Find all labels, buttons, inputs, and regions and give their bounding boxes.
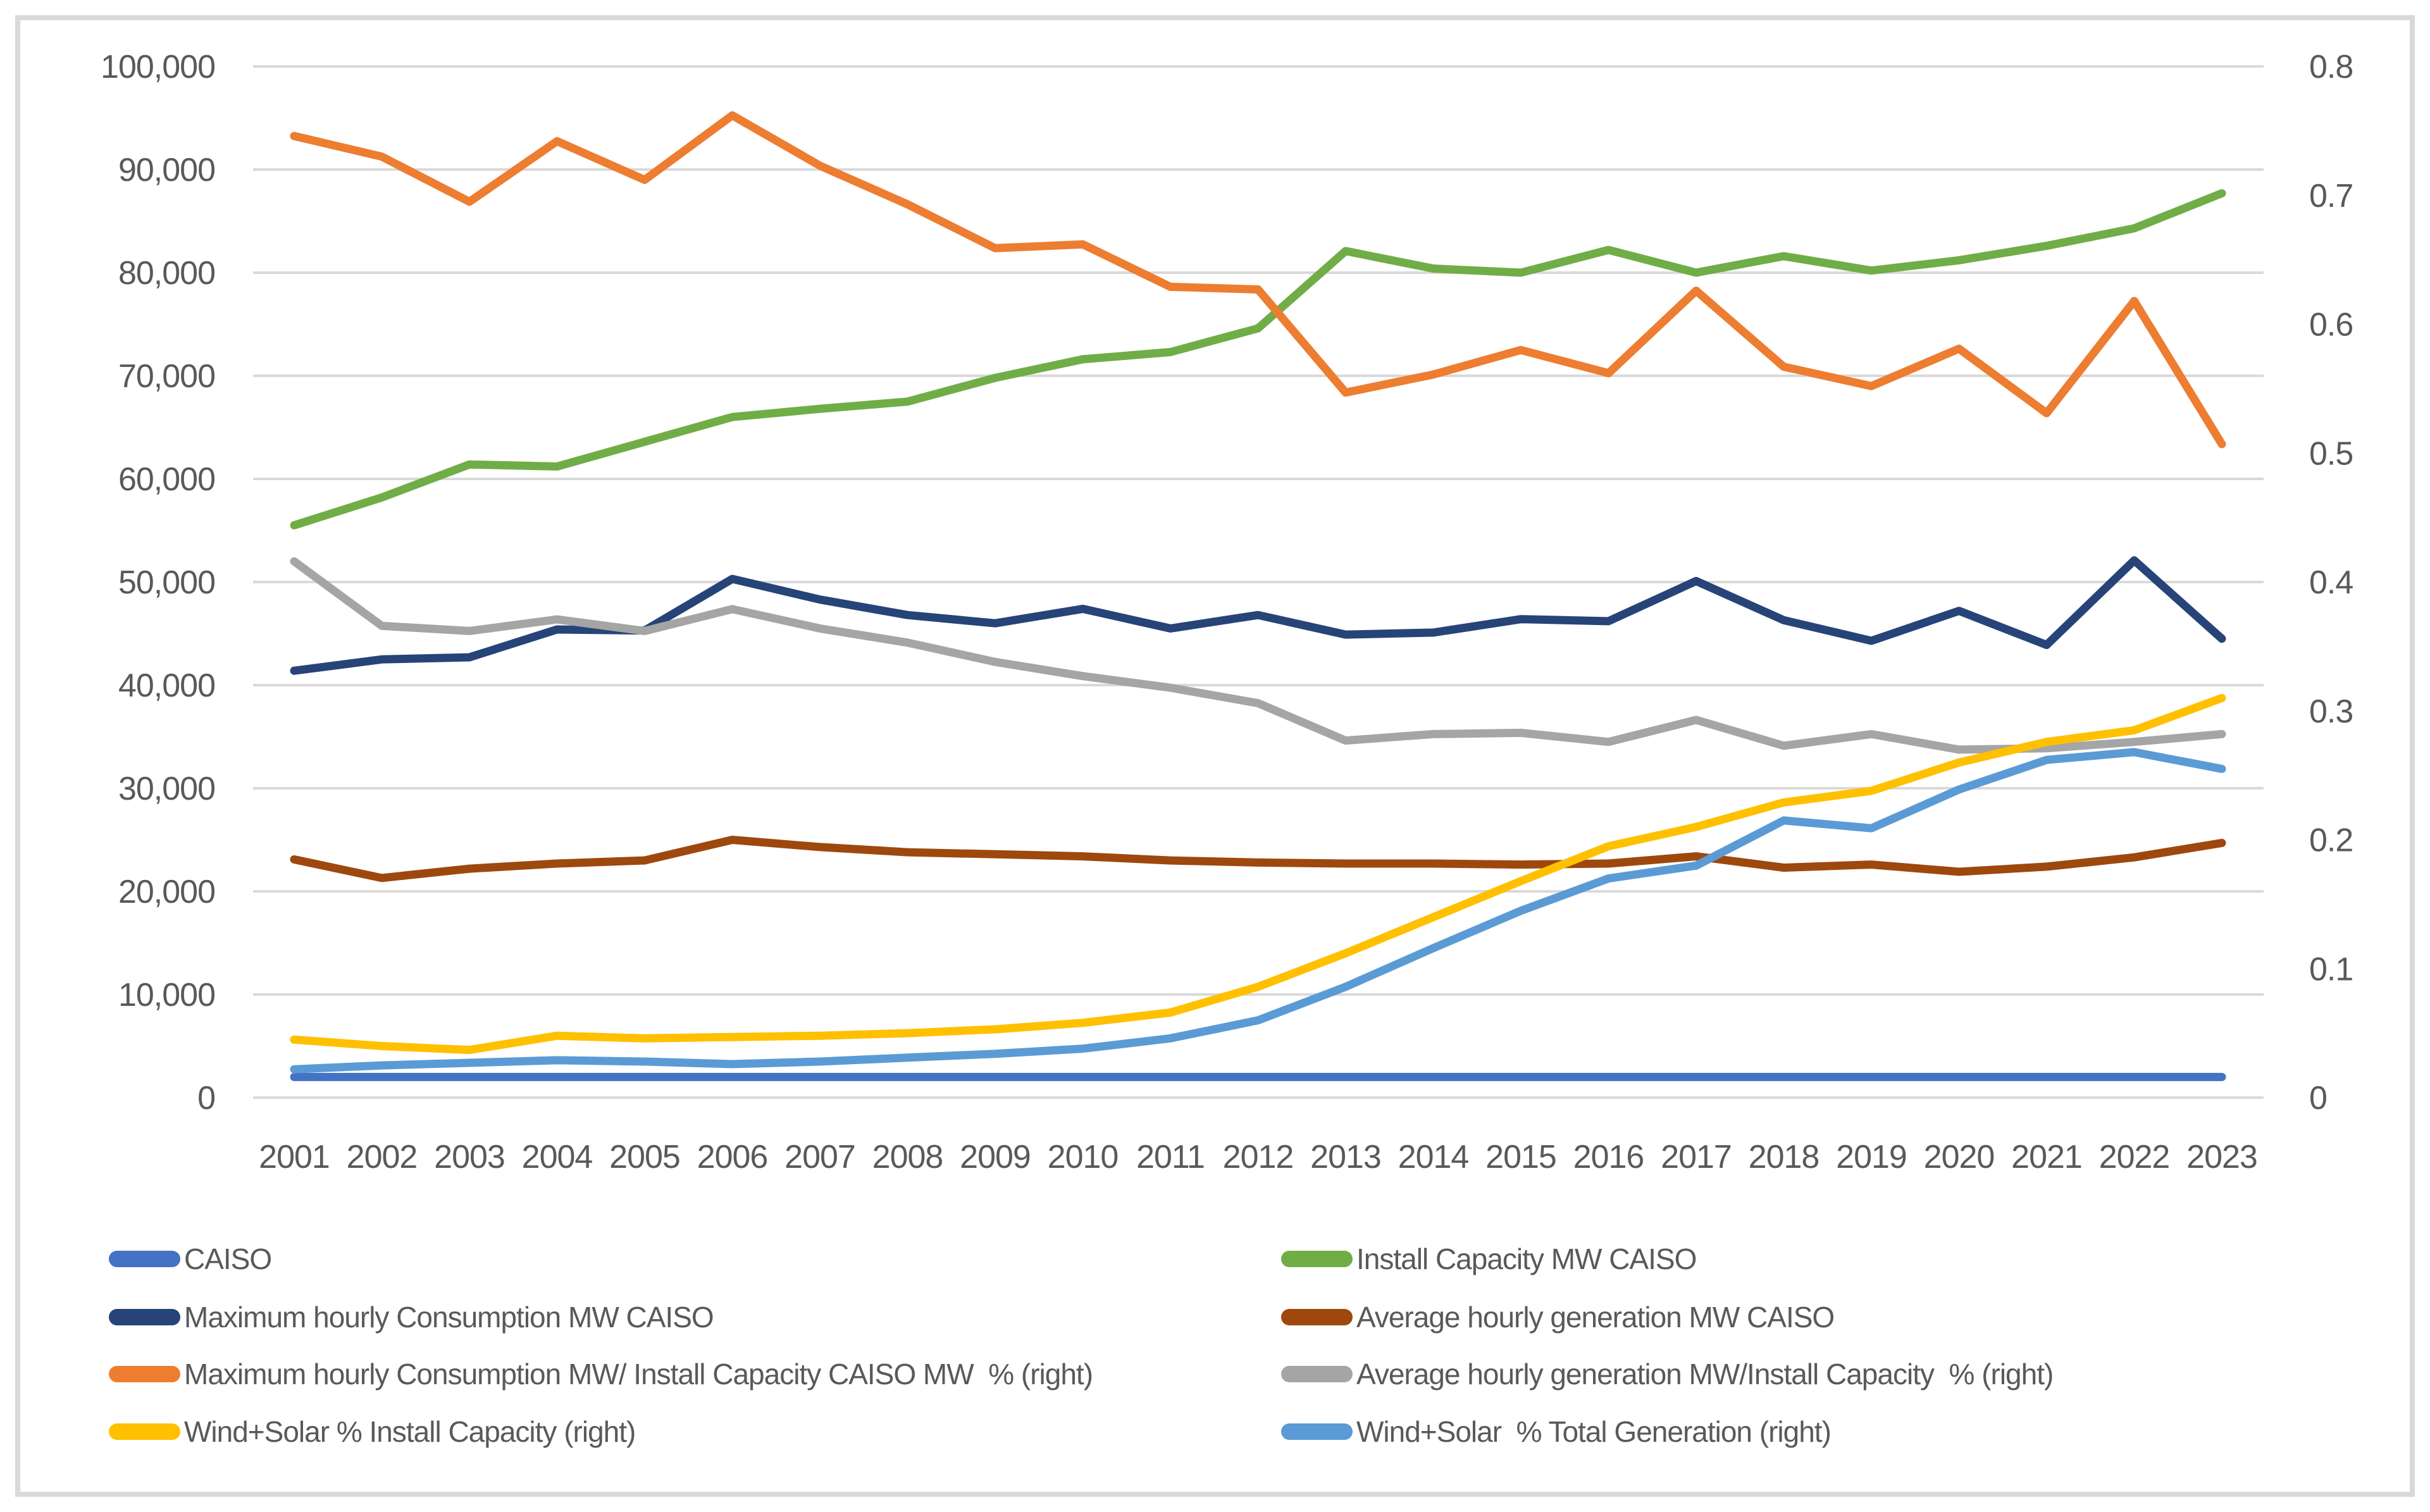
- left-axis-tick-label: 30,000: [118, 771, 215, 807]
- x-axis-year-label: 2009: [960, 1139, 1031, 1175]
- right-axis-tick-label: 0.4: [2309, 564, 2353, 601]
- series-line-avg-generation-per-install-capacity: [290, 557, 2226, 754]
- x-axis-year-label: 2019: [1836, 1139, 1907, 1175]
- left-axis-tick-label: 60,000: [118, 461, 215, 498]
- x-axis-year-label: 2018: [1749, 1139, 1819, 1175]
- x-axis-year-label: 2017: [1661, 1139, 1732, 1175]
- left-axis-tick-label: 100,000: [101, 49, 215, 85]
- chart-border: [15, 15, 2415, 1497]
- left-axis-tick-label: 40,000: [118, 667, 215, 704]
- x-axis-year-label: 2020: [1924, 1139, 1995, 1175]
- left-axis-tick-label: 70,000: [118, 358, 215, 395]
- axis-tick-labels: 100,000 90,000 80,000 70,000 60,000 50,000 40,…: [101, 49, 2353, 1175]
- right-axis-tick-label: 0.3: [2309, 693, 2353, 730]
- x-axis-year-label: 2002: [347, 1139, 418, 1175]
- x-axis-year-label: 2021: [2011, 1139, 2082, 1175]
- series-lines: [290, 111, 2226, 1081]
- series-line-wind-solar-pct-install-capacity: [290, 693, 2226, 1055]
- right-axis-tick-label: 0.8: [2309, 49, 2353, 85]
- x-axis-year-label: 2013: [1310, 1139, 1381, 1175]
- left-axis-tick-label: 50,000: [118, 564, 215, 601]
- x-axis-year-label: 2008: [872, 1139, 943, 1175]
- left-axis-tick-label: 90,000: [118, 152, 215, 189]
- x-axis-year-label: 2023: [2186, 1139, 2257, 1175]
- x-axis-year-label: 2010: [1048, 1139, 1119, 1175]
- right-axis-tick-label: 0.7: [2309, 178, 2353, 214]
- x-axis-year-label: 2006: [697, 1139, 768, 1175]
- right-axis-tick-label: 0.5: [2309, 435, 2353, 472]
- x-axis-year-label: 2015: [1485, 1139, 1556, 1175]
- right-axis-tick-label: 0.6: [2309, 307, 2353, 344]
- x-axis-year-label: 2011: [1136, 1139, 1205, 1175]
- series-line-wind-solar-pct-total-generation: [290, 748, 2226, 1074]
- series-line-max-consumption-per-install-capacity: [290, 111, 2226, 449]
- left-axis-tick-label: 80,000: [118, 255, 215, 292]
- x-axis-year-label: 2022: [2099, 1139, 2170, 1175]
- right-axis-tick-label: 0.2: [2309, 822, 2353, 859]
- left-axis-tick-label: 0: [197, 1080, 215, 1117]
- x-axis-year-label: 2012: [1223, 1139, 1294, 1175]
- x-axis-year-label: 2007: [784, 1139, 855, 1175]
- x-axis-year-label: 2014: [1398, 1139, 1469, 1175]
- left-axis-tick-label: 10,000: [118, 977, 215, 1013]
- x-axis-year-label: 2005: [609, 1139, 680, 1175]
- right-axis-tick-label: 0.1: [2309, 951, 2353, 988]
- gridlines: [253, 65, 2264, 1099]
- left-axis-tick-label: 20,000: [118, 874, 215, 910]
- x-axis-year-label: 2001: [259, 1139, 330, 1175]
- x-axis-year-label: 2004: [522, 1139, 593, 1175]
- series-line-max-hourly-consumption: [290, 556, 2226, 675]
- series-line-avg-hourly-generation: [290, 836, 2226, 883]
- x-axis-year-label: 2016: [1573, 1139, 1644, 1175]
- x-axis-year-label: 2003: [434, 1139, 505, 1175]
- right-axis-tick-label: 0: [2309, 1080, 2327, 1117]
- series-line-install-capacity: [290, 189, 2226, 530]
